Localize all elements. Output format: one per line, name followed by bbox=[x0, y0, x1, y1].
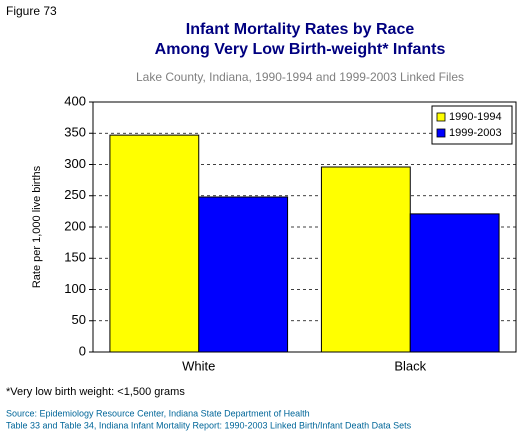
y-tick-label: 100 bbox=[64, 281, 86, 296]
y-tick-label: 400 bbox=[64, 93, 86, 108]
y-tick-label: 250 bbox=[64, 187, 86, 202]
bar bbox=[109, 134, 200, 353]
plot-frame bbox=[92, 101, 517, 353]
x-tick-label: White bbox=[182, 358, 215, 373]
bar bbox=[409, 213, 500, 353]
y-tick-label: 300 bbox=[64, 156, 86, 171]
source: Source: Epidemiology Resource Center, In… bbox=[6, 408, 310, 418]
legend-swatch bbox=[436, 112, 446, 122]
y-axis-label: Rate per 1,000 live births bbox=[31, 165, 43, 288]
source: Table 33 and Table 34, Indiana Infant Mo… bbox=[6, 420, 412, 430]
y-tick-label: 150 bbox=[64, 250, 86, 265]
y-tick-label: 350 bbox=[64, 125, 86, 140]
x-tick-label: Black bbox=[394, 358, 426, 373]
y-tick-label: 50 bbox=[72, 312, 86, 327]
y-tick-label: 200 bbox=[64, 218, 86, 233]
chart-title: Infant Mortality Rates by Race bbox=[186, 21, 415, 38]
bar bbox=[198, 196, 289, 353]
legend-label: 1999-2003 bbox=[449, 127, 502, 139]
figure-label: Figure 73 bbox=[6, 4, 57, 18]
chart-subtitle: Lake County, Indiana, 1990-1994 and 1999… bbox=[136, 70, 464, 84]
chart-title: Among Very Low Birth-weight* Infants bbox=[155, 41, 446, 58]
bar bbox=[320, 166, 411, 353]
legend-swatch bbox=[436, 128, 446, 138]
y-tick-label: 0 bbox=[79, 343, 86, 358]
legend-box bbox=[431, 105, 513, 145]
footnote: *Very low birth weight: <1,500 grams bbox=[6, 386, 185, 398]
legend-label: 1990-1994 bbox=[449, 111, 502, 123]
